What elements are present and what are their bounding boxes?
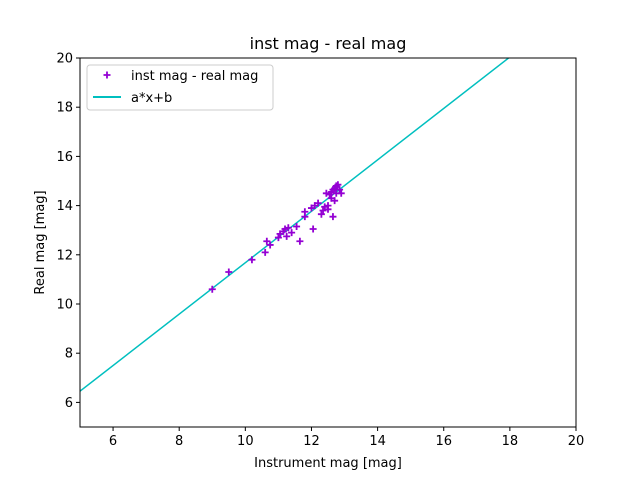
legend-plus-marker (103, 71, 111, 79)
y-tick-label: 14 (56, 199, 73, 214)
data-point (319, 207, 327, 215)
y-axis-ticks: 6 8 10 12 14 16 18 20 (56, 52, 80, 411)
chart-title: inst mag - real mag (250, 34, 407, 53)
data-point (317, 210, 325, 218)
plot-frame (79, 57, 577, 428)
data-point (208, 285, 216, 293)
x-tick-label: 8 (175, 434, 183, 449)
y-axis-label: Real mag [mag] (33, 190, 48, 294)
plot-area (80, 58, 510, 392)
data-points-layer (208, 181, 345, 293)
data-point (336, 186, 344, 194)
y-tick-label: 16 (56, 150, 73, 165)
x-tick-label: 14 (369, 434, 386, 449)
data-point (296, 237, 304, 245)
data-point (337, 189, 345, 197)
x-tick-label: 12 (303, 434, 320, 449)
y-tick-label: 10 (56, 298, 73, 313)
data-point (301, 208, 309, 216)
data-point (263, 237, 271, 245)
legend: inst mag - real mag a*x+b (86, 64, 274, 111)
x-tick-label: 6 (109, 434, 117, 449)
x-axis-ticks: 6 8 10 12 14 16 18 20 (109, 427, 584, 449)
x-tick-label: 20 (568, 434, 585, 449)
data-point (322, 189, 330, 197)
y-tick-label: 8 (65, 347, 73, 362)
data-point (288, 229, 296, 237)
legend-label-fit: a*x+b (131, 91, 172, 106)
data-point (266, 241, 274, 249)
data-point (283, 232, 291, 240)
y-tick-label: 20 (56, 52, 73, 67)
data-point (284, 224, 292, 232)
data-point (225, 268, 233, 276)
data-point (248, 256, 256, 264)
legend-scatter-marker (103, 71, 111, 79)
data-point (329, 213, 337, 221)
data-point (324, 205, 332, 213)
x-tick-label: 10 (237, 434, 254, 449)
y-tick-label: 18 (56, 101, 73, 116)
y-tick-label: 12 (56, 248, 73, 263)
data-point (334, 181, 342, 189)
data-point (274, 234, 282, 242)
legend-box (86, 64, 274, 111)
data-point (293, 223, 301, 231)
x-axis-label: Instrument mag [mag] (254, 456, 402, 471)
data-point (281, 225, 289, 233)
data-point (261, 248, 269, 256)
y-tick-label: 6 (65, 396, 73, 411)
data-point (314, 199, 322, 207)
legend-label-scatter: inst mag - real mag (131, 69, 258, 84)
x-tick-label: 16 (435, 434, 452, 449)
x-tick-label: 18 (502, 434, 519, 449)
data-point (309, 225, 317, 233)
data-point (331, 197, 339, 205)
